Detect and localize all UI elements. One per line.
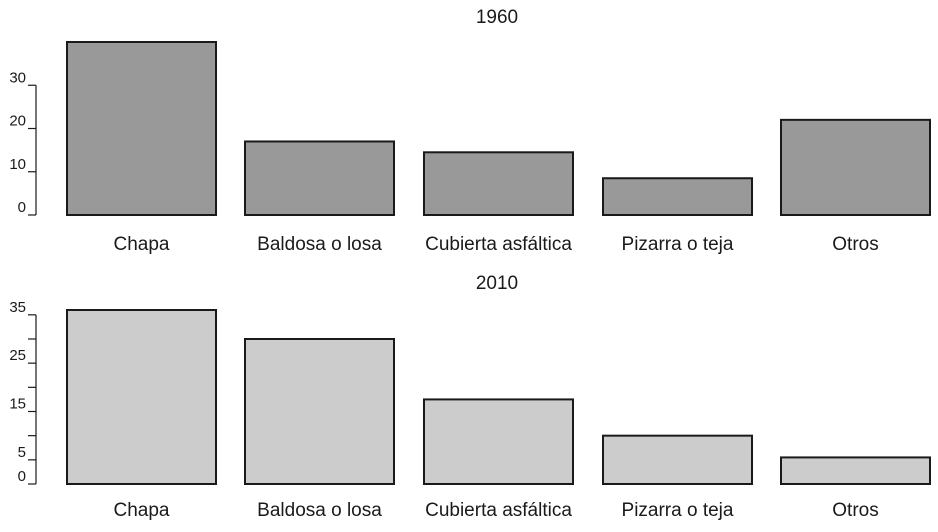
y-tick-label: 10 <box>9 156 26 173</box>
x-category-label: Cubierta asfáltica <box>425 234 572 255</box>
chart-title: 1960 <box>476 7 518 28</box>
bar-pizarra-o-teja <box>602 177 753 217</box>
y-tick-label: 35 <box>9 299 26 316</box>
x-category-label: Baldosa o losa <box>257 500 382 521</box>
x-category-label: Baldosa o losa <box>257 234 382 255</box>
y-tick-label: 5 <box>18 444 26 461</box>
bar-pizarra-o-teja <box>602 434 753 485</box>
bar-baldosa-o-losa <box>244 140 395 217</box>
x-category-label: Cubierta asfáltica <box>425 500 572 521</box>
x-category-label: Pizarra o teja <box>622 234 734 255</box>
chart-title: 2010 <box>476 273 518 294</box>
y-tick-label: 0 <box>18 199 26 216</box>
x-category-label: Chapa <box>114 500 170 521</box>
bar-chapa <box>66 309 217 485</box>
bar-cubierta-asf-ltica <box>423 398 574 485</box>
y-tick-label: 15 <box>9 396 26 413</box>
bar-cubierta-asf-ltica <box>423 151 574 217</box>
y-tick-label: 30 <box>9 69 26 86</box>
chart-2010: 2010 0 5 15 25 35 Chapa Baldosa o losa Cubierta … <box>9 273 931 521</box>
bar-baldosa-o-losa <box>244 338 395 485</box>
y-tick-label: 0 <box>18 468 26 485</box>
x-category-label: Otros <box>832 234 878 255</box>
bar-otros <box>780 118 931 216</box>
y-tick-label: 25 <box>9 347 26 364</box>
bar-chapa <box>66 41 217 216</box>
x-category-label: Pizarra o teja <box>622 500 734 521</box>
y-tick-label: 20 <box>9 113 26 130</box>
x-category-label: Otros <box>832 500 878 521</box>
x-category-label: Chapa <box>114 234 170 255</box>
bar-otros <box>780 456 931 485</box>
chart-1960: 1960 0 10 20 30 Chapa Baldosa o losa Cubierta a… <box>9 7 931 255</box>
